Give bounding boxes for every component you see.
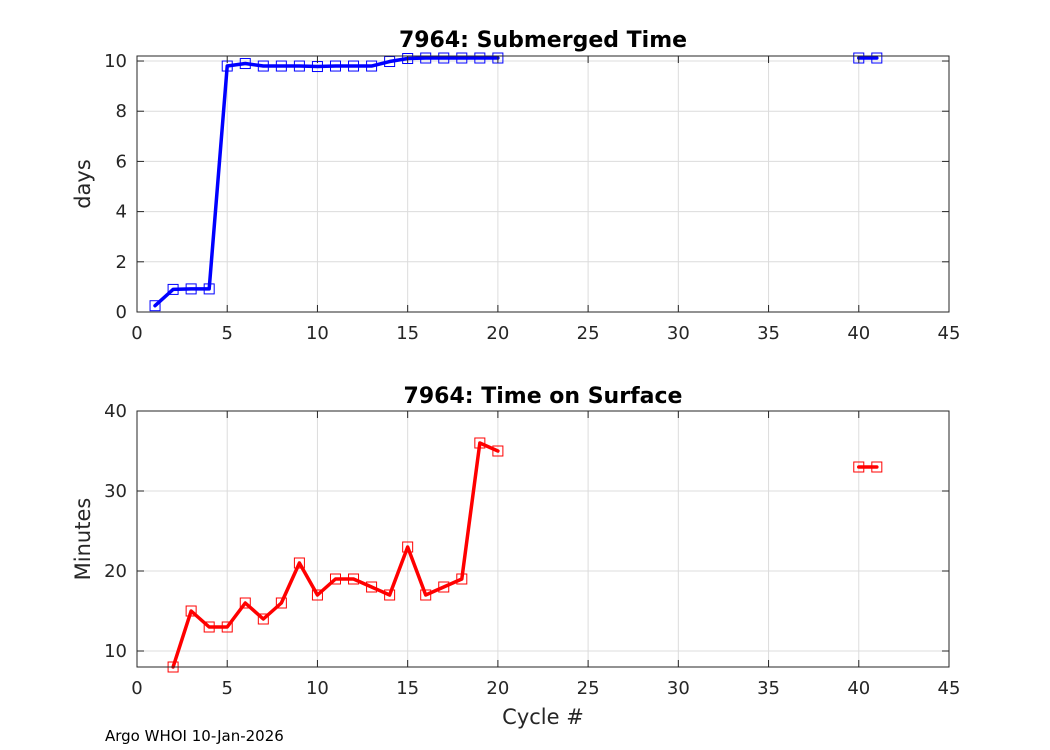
surface-x-tick-label: 35 [757, 678, 780, 699]
submerged-x-tick-label: 0 [131, 323, 142, 344]
surface-data-point [438, 581, 450, 593]
surface-data-point [257, 613, 269, 625]
submerged-x-tick-label: 20 [486, 323, 509, 344]
surface-data-point [474, 437, 486, 449]
surface-y-tick-label: 10 [104, 641, 127, 662]
submerged-data-point [275, 60, 287, 72]
surface-x-tick-label: 45 [938, 678, 961, 699]
surface-x-tick-label: 30 [667, 678, 690, 699]
surface-y-tick-label: 40 [104, 401, 127, 422]
surface-series [167, 437, 883, 673]
submerged-series-line [153, 56, 500, 308]
submerged-data-point [293, 60, 305, 72]
surface-y-label: Minutes [71, 498, 95, 581]
surface-data-point [402, 541, 414, 553]
surface-axes-box [136, 410, 950, 668]
submerged-data-point [185, 283, 197, 295]
surface-data-point [275, 597, 287, 609]
surface-x-tick-label: 0 [131, 678, 142, 699]
submerged-data-point [348, 60, 360, 72]
surface-data-point [348, 573, 360, 585]
submerged-x-tick-label: 45 [938, 323, 961, 344]
submerged-x-tick-label: 10 [306, 323, 329, 344]
surface-data-point [420, 589, 432, 601]
submerged-data-point [257, 60, 269, 72]
surface-x-tick-label: 25 [577, 678, 600, 699]
surface-time-plot: 7964: Time on Surface 0 5 10 15 20 25 30 35 40 45… [71, 384, 960, 729]
submerged-data-point [420, 52, 432, 64]
submerged-data-point [329, 60, 341, 72]
surface-data-point [185, 605, 197, 617]
submerged-y-tick-label: 0 [116, 302, 127, 323]
surface-y-ticks: 10 20 30 40 [104, 401, 949, 662]
surface-x-ticks: 0 5 10 15 20 25 30 35 40 45 [131, 411, 960, 699]
submerged-y-tick-label: 6 [116, 151, 127, 172]
surface-data-point [492, 445, 504, 457]
submerged-y-tick-label: 4 [116, 202, 127, 223]
surface-data-point [311, 589, 323, 601]
surface-data-point [456, 573, 468, 585]
submerged-y-tick-label: 8 [116, 101, 127, 122]
surface-data-point [221, 621, 233, 633]
submerged-grid [137, 56, 949, 312]
surface-data-point [384, 589, 396, 601]
submerged-y-tick-label: 10 [104, 51, 127, 72]
submerged-y-tick-label: 2 [116, 252, 127, 273]
submerged-data-point [492, 52, 504, 64]
submerged-data-point [474, 52, 486, 64]
submerged-data-point [167, 283, 179, 295]
surface-time-title: 7964: Time on Surface [404, 384, 683, 409]
submerged-x-tick-label: 40 [847, 323, 870, 344]
submerged-time-title: 7964: Submerged Time [399, 28, 687, 53]
surface-x-tick-label: 40 [847, 678, 870, 699]
surface-x-tick-label: 20 [486, 678, 509, 699]
footer-credit: Argo WHOI 10-Jan-2026 [105, 727, 284, 745]
surface-data-point [853, 461, 865, 473]
surface-y-tick-label: 20 [104, 561, 127, 582]
surface-data-point [239, 597, 251, 609]
surface-grid [137, 411, 949, 667]
surface-x-tick-label: 5 [221, 678, 232, 699]
submerged-data-point [438, 52, 450, 64]
submerged-data-point [149, 300, 161, 312]
submerged-data-point [456, 52, 468, 64]
submerged-x-ticks: 0 5 10 15 20 25 30 35 40 45 [131, 56, 960, 344]
submerged-x-tick-label: 30 [667, 323, 690, 344]
surface-y-tick-label: 30 [104, 481, 127, 502]
submerged-x-tick-label: 25 [577, 323, 600, 344]
surface-x-tick-label: 15 [396, 678, 419, 699]
surface-data-point [329, 573, 341, 585]
surface-data-point [203, 621, 215, 633]
submerged-series [149, 52, 883, 312]
submerged-x-tick-label: 15 [396, 323, 419, 344]
submerged-y-ticks: 0 2 4 6 8 10 [104, 51, 949, 323]
submerged-data-point [203, 283, 215, 295]
submerged-data-point [239, 58, 251, 70]
submerged-x-tick-label: 35 [757, 323, 780, 344]
surface-data-point [871, 461, 883, 473]
surface-data-point [293, 557, 305, 569]
x-axis-label: Cycle # [502, 705, 584, 729]
submerged-time-plot: 7964: Submerged Time 0 5 10 15 20 25 30 35 40 45 … [71, 28, 960, 344]
submerged-axes-box [136, 55, 950, 313]
submerged-data-point [366, 60, 378, 72]
surface-x-tick-label: 10 [306, 678, 329, 699]
surface-data-point [366, 581, 378, 593]
submerged-x-tick-label: 5 [221, 323, 232, 344]
submerged-y-label: days [71, 159, 95, 209]
submerged-data-point [384, 56, 396, 68]
submerged-data-point [402, 53, 414, 65]
surface-series-line [171, 441, 500, 669]
submerged-data-point [871, 52, 883, 64]
submerged-data-point [853, 52, 865, 64]
